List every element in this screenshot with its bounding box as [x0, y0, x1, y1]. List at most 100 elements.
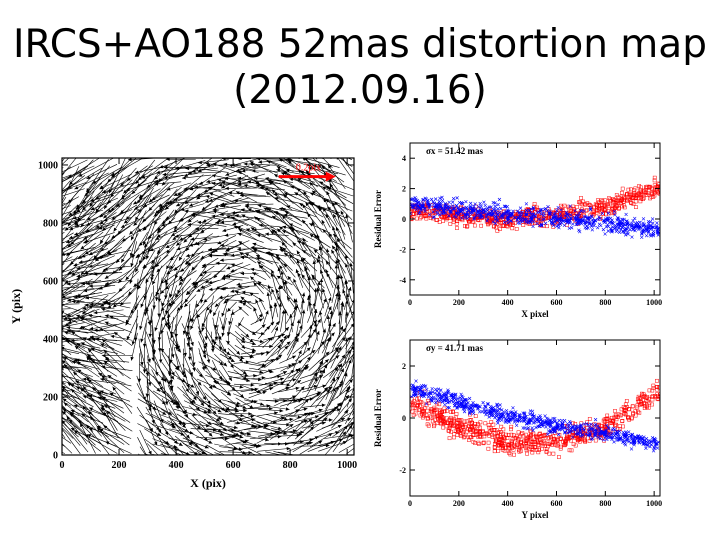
arrow: [301, 409, 323, 417]
point: [634, 222, 639, 227]
arrow-head: [211, 348, 215, 353]
arrow: [283, 194, 304, 211]
arrow: [145, 331, 155, 354]
point: [641, 197, 645, 201]
arrow-head: [303, 138, 307, 142]
arrow-head: [36, 383, 40, 386]
point: [654, 226, 659, 230]
arrow: [137, 262, 154, 290]
arrow: [255, 182, 281, 187]
arrow: [296, 250, 310, 272]
arrow-head: [302, 257, 306, 262]
point: [652, 183, 657, 188]
arrow-head: [218, 295, 223, 300]
arrow-head: [298, 350, 302, 355]
arrow: [355, 359, 369, 384]
arrow: [339, 385, 351, 410]
arrow: [187, 203, 212, 223]
arrow-head: [174, 225, 178, 230]
arrow-head: [206, 306, 210, 311]
arrow-head: [157, 227, 162, 232]
arrow-head: [196, 303, 200, 308]
point: [454, 203, 459, 208]
y-tick-label: 800: [43, 218, 58, 229]
arrow-head: [171, 300, 176, 305]
arrow-head: [337, 292, 342, 297]
arrow-head: [300, 456, 304, 459]
arrow-head: [53, 262, 57, 265]
arrow-head: [44, 292, 48, 296]
arrow-head: [236, 401, 241, 406]
point: [410, 403, 414, 407]
arrow: [182, 353, 193, 377]
arrow-head: [74, 345, 79, 350]
arrow: [237, 232, 264, 243]
arrow-head: [332, 202, 336, 207]
arrow-head: [120, 224, 125, 228]
arrow-head: [335, 385, 339, 390]
point: [595, 225, 600, 230]
arrow: [197, 221, 227, 227]
arrow: [310, 386, 328, 408]
point: [589, 214, 594, 218]
arrow: [154, 181, 182, 185]
arrow-head: [104, 321, 109, 325]
arrow-head: [79, 317, 84, 321]
point: [501, 427, 506, 432]
arrow: [96, 425, 132, 439]
arrow-head: [275, 288, 280, 293]
point: [610, 211, 615, 216]
arrow-head: [317, 318, 321, 323]
arrow-head: [214, 324, 218, 329]
arrow: [86, 165, 111, 194]
arrow: [308, 360, 323, 387]
point: [627, 407, 632, 412]
point: [580, 218, 584, 223]
arrow-head: [237, 284, 242, 289]
arrow: [162, 376, 168, 406]
point: [472, 217, 476, 221]
point: [528, 428, 533, 433]
point: [559, 220, 564, 225]
y-tick-label: 1000: [38, 160, 58, 171]
slide-title-line2: (2012.09.16): [233, 68, 487, 113]
point: [495, 229, 500, 233]
arrow: [67, 158, 100, 179]
arrow-head: [357, 305, 360, 309]
arrow-head: [354, 412, 358, 416]
scale-arrow: 0.2pix: [278, 163, 336, 182]
arrow-head: [118, 288, 123, 292]
arrow: [62, 317, 79, 319]
arrow: [238, 240, 260, 256]
point: [448, 221, 453, 226]
arrow: [91, 338, 124, 342]
arrow-head: [62, 360, 66, 364]
arrow-head: [41, 422, 45, 425]
point: [569, 216, 573, 220]
arrow: [194, 186, 221, 191]
arrow-head: [78, 326, 83, 330]
arrow: [62, 421, 79, 438]
arrow-head: [243, 138, 247, 141]
arrow-head: [54, 317, 58, 320]
arrow: [208, 254, 234, 257]
arrow-head: [316, 330, 320, 335]
arrow-head: [358, 406, 362, 409]
arrow-head: [148, 382, 152, 387]
point: [587, 221, 592, 226]
arrow: [97, 391, 123, 402]
arrow: [190, 235, 220, 240]
arrow-head: [246, 228, 251, 232]
arrow-head: [280, 416, 285, 420]
point: [535, 211, 540, 215]
arrow: [353, 330, 354, 333]
arrow: [324, 367, 339, 387]
point: [437, 212, 442, 217]
arrow: [164, 186, 190, 210]
arrow-head: [69, 181, 73, 186]
arrow: [62, 174, 72, 179]
arrow: [344, 392, 354, 401]
point: [557, 455, 561, 459]
arrow: [62, 428, 81, 455]
arrow: [171, 219, 199, 237]
